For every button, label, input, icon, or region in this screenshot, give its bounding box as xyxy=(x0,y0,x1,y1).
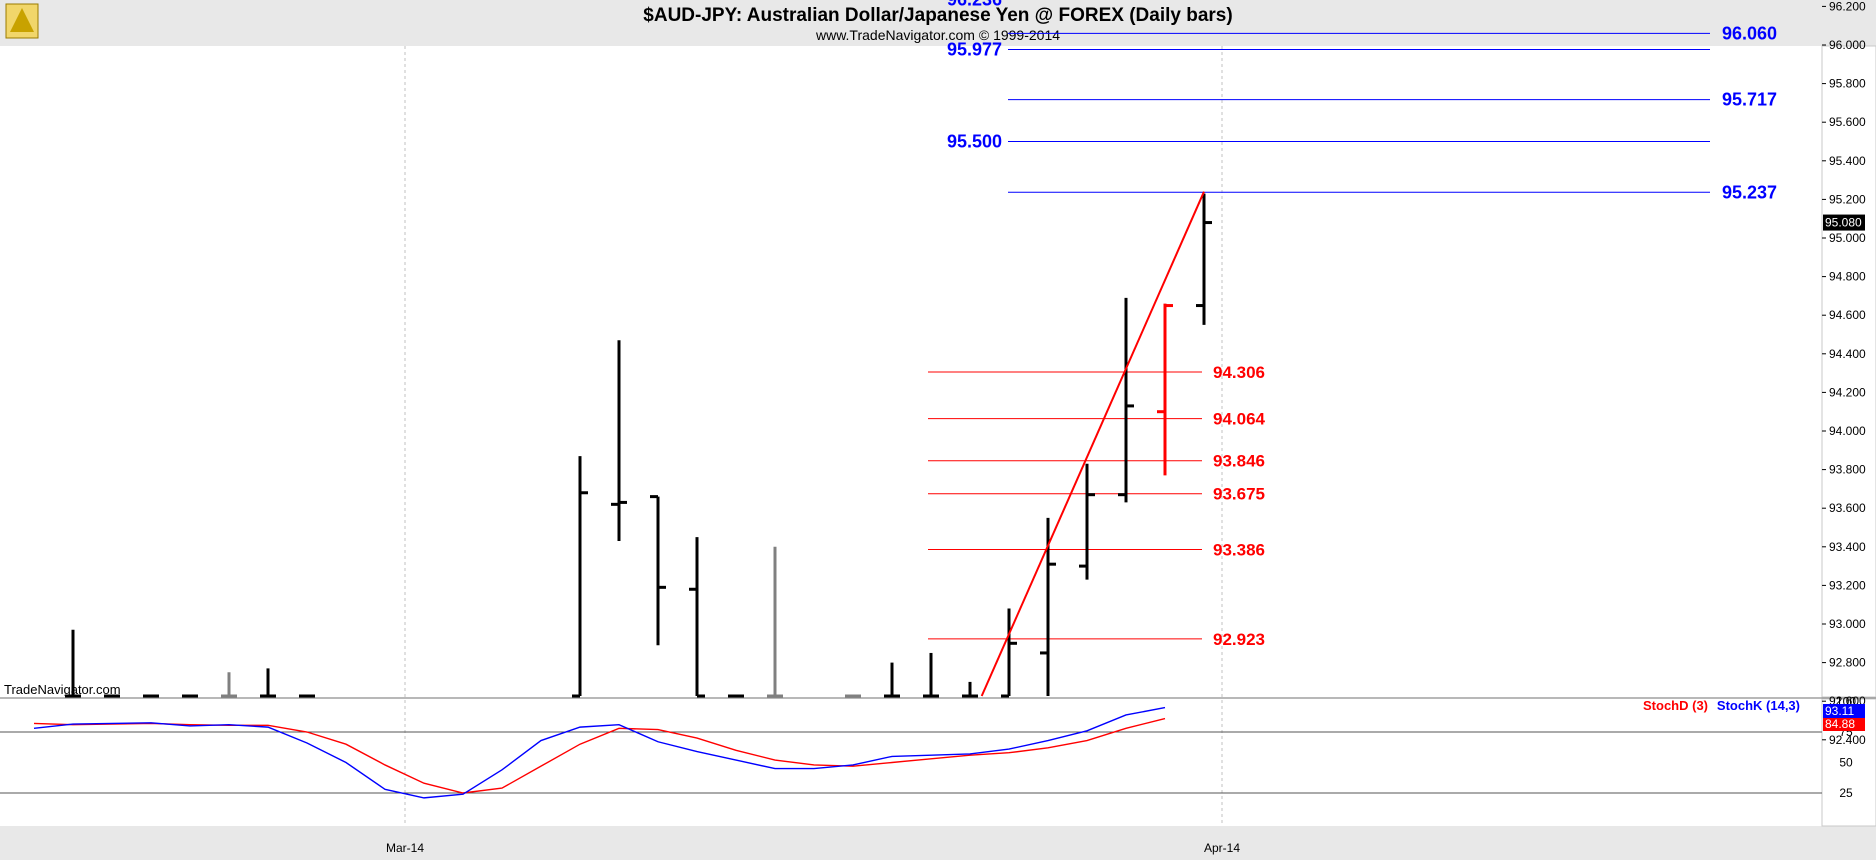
ohlc-bar xyxy=(260,668,276,698)
red-level-label: 94.064 xyxy=(1213,410,1266,429)
y-tick-label: 92.400 xyxy=(1829,733,1866,747)
stoch-panel[interactable] xyxy=(0,699,1822,826)
last-price-label: 95.080 xyxy=(1825,216,1862,230)
y-tick-label: 94.200 xyxy=(1829,385,1866,399)
red-level-label: 93.386 xyxy=(1213,541,1265,560)
y-tick-label: 93.600 xyxy=(1829,501,1866,515)
legend-stochd: StochD (3) xyxy=(1643,698,1708,713)
stoch-last-badge xyxy=(1823,704,1865,718)
ohlc-bar xyxy=(1196,193,1212,325)
ohlc-bar xyxy=(1079,463,1095,580)
y-tick-label: 95.400 xyxy=(1829,154,1866,168)
y-tick-label: 93.800 xyxy=(1829,463,1866,477)
x-tick-label: Apr-14 xyxy=(1204,841,1240,855)
ohlc-bar xyxy=(923,652,939,698)
stoch-last-label: 93.11 xyxy=(1825,704,1854,718)
blue-level-label: 96.060 xyxy=(1722,23,1777,43)
chart-title: $AUD-JPY: Australian Dollar/Japanese Yen… xyxy=(643,5,1232,26)
stoch-last-label: 84.88 xyxy=(1825,717,1855,731)
y-tick-label: 93.400 xyxy=(1829,540,1866,554)
x-tick-label: Mar-14 xyxy=(386,841,424,855)
ohlc-bar xyxy=(611,340,627,542)
ohlc-bar xyxy=(221,672,237,698)
y-tick-label: 96.000 xyxy=(1829,38,1866,52)
y-tick-label: 95.200 xyxy=(1829,192,1866,206)
ohlc-bar xyxy=(1118,297,1134,503)
ohlc-bar xyxy=(884,662,900,698)
blue-level-label: 95.717 xyxy=(1722,90,1777,110)
ohlc-bar xyxy=(1001,608,1017,698)
stoch-last-badge xyxy=(1823,717,1865,731)
y-tick-label: 93.000 xyxy=(1829,617,1866,631)
y-tick-label: 92.800 xyxy=(1829,656,1866,670)
ohlc-bar xyxy=(650,495,666,646)
trendline xyxy=(980,191,1205,697)
y-tick-label: 93.200 xyxy=(1829,578,1866,592)
stoch-series-line xyxy=(33,706,1166,799)
stoch-tick-label: 25 xyxy=(1839,786,1853,800)
ohlc-bar xyxy=(962,681,978,698)
y-tick-label: 95.000 xyxy=(1829,231,1866,245)
y-tick-label: 94.600 xyxy=(1829,308,1866,322)
ohlc-bar xyxy=(65,629,81,698)
chart-subtitle: www.TradeNavigator.com © 1999-2014 xyxy=(815,27,1060,43)
red-level-label: 92.923 xyxy=(1213,630,1265,649)
y-tick-label: 94.400 xyxy=(1829,347,1866,361)
stoch-tick-label: 50 xyxy=(1839,756,1853,770)
blue-level-label: 96.236 xyxy=(947,0,1002,9)
y-tick-label: 95.600 xyxy=(1829,115,1866,129)
red-level-label: 94.306 xyxy=(1213,363,1265,382)
price-axis xyxy=(1821,45,1876,698)
ohlc-bar xyxy=(572,456,588,698)
y-tick-label: 94.000 xyxy=(1829,424,1866,438)
ohlc-bar xyxy=(767,546,783,698)
y-tick-label: 96.200 xyxy=(1829,0,1866,13)
blue-level-label: 95.237 xyxy=(1722,182,1777,202)
watermark: TradeNavigator.com xyxy=(4,682,121,697)
red-level-label: 93.675 xyxy=(1213,485,1265,504)
y-tick-label: 94.800 xyxy=(1829,270,1866,284)
legend-stochk: StochK (14,3) xyxy=(1717,698,1800,713)
y-tick-label: 95.800 xyxy=(1829,77,1866,91)
ohlc-bar xyxy=(1157,303,1173,476)
last-price-badge xyxy=(1823,214,1865,231)
red-level-label: 93.846 xyxy=(1213,452,1265,471)
ohlc-bar xyxy=(689,537,705,698)
logo xyxy=(5,3,39,39)
blue-level-label: 95.500 xyxy=(947,132,1002,152)
blue-level-label: 95.977 xyxy=(947,39,1002,59)
price-panel[interactable] xyxy=(0,46,1822,697)
